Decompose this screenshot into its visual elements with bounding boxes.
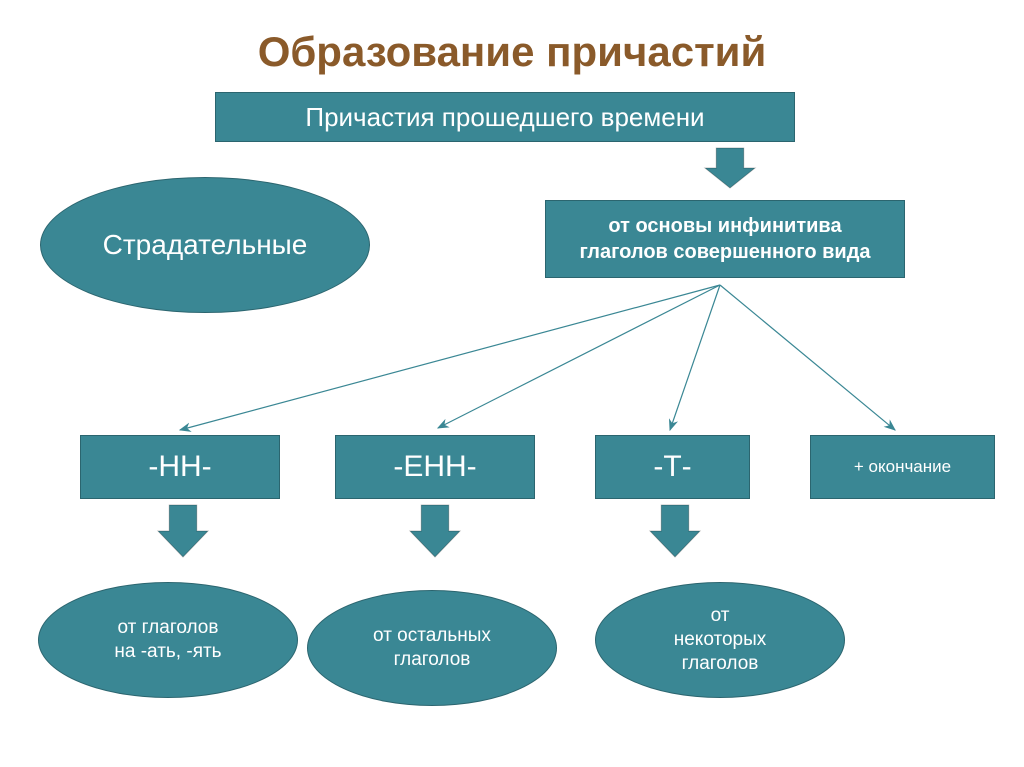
slide-title-text: Образование причастий — [258, 28, 767, 75]
header-box: Причастия прошедшего времени — [215, 92, 795, 142]
header-box-text: Причастия прошедшего времени — [305, 102, 704, 133]
block-arrow-down — [410, 505, 460, 557]
bottom-ellipse-nek-line1: от — [674, 604, 767, 628]
thin-arrow-1 — [438, 285, 720, 428]
bottom-ellipse-at: от глаголовна -ать, -ять — [38, 582, 298, 698]
block-arrow-down — [705, 148, 755, 188]
bottom-ellipse-ost: от остальныхглаголов — [307, 590, 557, 706]
infinitive-line2: глаголов совершенного вида — [579, 239, 870, 265]
bottom-ellipse-nek-line3: глаголов — [674, 652, 767, 676]
bottom-ellipse-ost-line1: от остальных — [373, 624, 491, 648]
suffix-text-enn: -ЕНН- — [393, 450, 476, 484]
slide-title: Образование причастий — [0, 28, 1024, 76]
bottom-ellipse-nek-line2: некоторых — [674, 628, 767, 652]
suffix-box-t: -Т- — [595, 435, 750, 499]
ellipse-passive-text: Страдательные — [103, 229, 308, 261]
suffix-text-nn: -НН- — [148, 450, 211, 484]
block-arrow-down — [650, 505, 700, 557]
infinitive-box-content: от основы инфинитива глаголов совершенно… — [579, 213, 870, 265]
bottom-ellipse-ost-line2: глаголов — [373, 648, 491, 672]
suffix-box-okon: + окончание — [810, 435, 995, 499]
infinitive-box: от основы инфинитива глаголов совершенно… — [545, 200, 905, 278]
thin-arrow-3 — [720, 285, 895, 430]
bottom-ellipse-at-line2: на -ать, -ять — [114, 640, 221, 664]
suffix-text-t: -Т- — [653, 450, 691, 484]
bottom-ellipse-nek: отнекоторыхглаголов — [595, 582, 845, 698]
suffix-box-enn: -ЕНН- — [335, 435, 535, 499]
bottom-ellipse-at-line1: от глаголов — [114, 616, 221, 640]
suffix-text-okon: + окончание — [854, 457, 951, 477]
ellipse-passive: Страдательные — [40, 177, 370, 313]
block-arrow-down — [158, 505, 208, 557]
suffix-box-nn: -НН- — [80, 435, 280, 499]
thin-arrow-2 — [670, 285, 720, 430]
infinitive-line1: от основы инфинитива — [579, 213, 870, 239]
